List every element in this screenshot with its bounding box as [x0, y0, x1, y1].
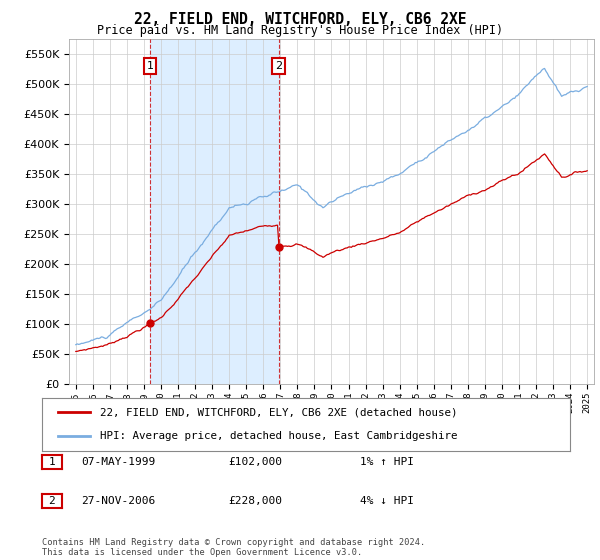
Text: £102,000: £102,000 [228, 457, 282, 467]
Text: HPI: Average price, detached house, East Cambridgeshire: HPI: Average price, detached house, East… [100, 431, 458, 441]
Text: 4% ↓ HPI: 4% ↓ HPI [360, 496, 414, 506]
Text: 1: 1 [49, 457, 55, 467]
Text: 2: 2 [275, 61, 282, 71]
Text: 2: 2 [49, 496, 55, 506]
Text: 1% ↑ HPI: 1% ↑ HPI [360, 457, 414, 467]
Text: 27-NOV-2006: 27-NOV-2006 [81, 496, 155, 506]
Text: Price paid vs. HM Land Registry's House Price Index (HPI): Price paid vs. HM Land Registry's House … [97, 24, 503, 37]
Text: 22, FIELD END, WITCHFORD, ELY, CB6 2XE (detached house): 22, FIELD END, WITCHFORD, ELY, CB6 2XE (… [100, 408, 458, 418]
Text: 07-MAY-1999: 07-MAY-1999 [81, 457, 155, 467]
Text: £228,000: £228,000 [228, 496, 282, 506]
Text: Contains HM Land Registry data © Crown copyright and database right 2024.
This d: Contains HM Land Registry data © Crown c… [42, 538, 425, 557]
Text: 22, FIELD END, WITCHFORD, ELY, CB6 2XE: 22, FIELD END, WITCHFORD, ELY, CB6 2XE [134, 12, 466, 27]
Bar [150, 39, 278, 384]
Text: 1: 1 [146, 61, 154, 71]
